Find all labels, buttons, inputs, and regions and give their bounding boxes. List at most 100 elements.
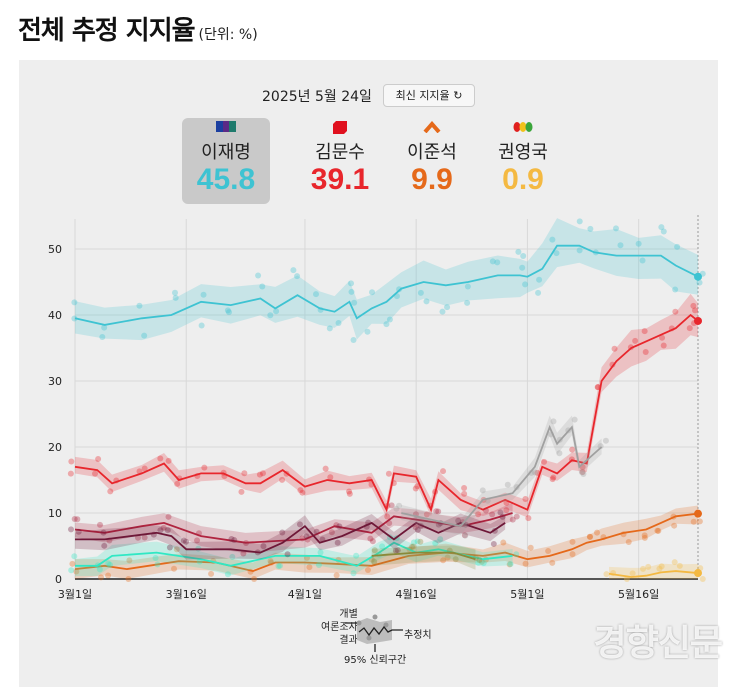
poll-point bbox=[410, 539, 417, 546]
poll-point bbox=[576, 247, 583, 254]
poll-point bbox=[410, 543, 417, 550]
poll-point bbox=[208, 570, 215, 577]
confidence-band bbox=[609, 563, 698, 579]
poll-point bbox=[294, 273, 301, 280]
poll-point bbox=[346, 488, 353, 495]
chevron-up-icon bbox=[423, 121, 441, 133]
poll-point bbox=[515, 248, 522, 255]
poll-point bbox=[676, 562, 683, 569]
poll-point bbox=[350, 337, 357, 344]
poll-point bbox=[550, 474, 557, 481]
x-tick-label: 4월16일 bbox=[396, 587, 437, 601]
poll-point bbox=[392, 547, 399, 554]
candidate-card-kim-moonsoo[interactable]: 김문수 39.1 bbox=[296, 118, 384, 204]
x-tick-label: 5월16일 bbox=[618, 587, 659, 601]
candidate-card-lee-jaemyung[interactable]: 이재명 45.8 bbox=[182, 118, 270, 204]
poll-point bbox=[141, 465, 148, 472]
poll-point bbox=[334, 539, 341, 546]
poll-point bbox=[100, 529, 107, 536]
poll-point bbox=[92, 470, 99, 477]
poll-point bbox=[476, 557, 483, 564]
poll-point bbox=[198, 322, 205, 329]
poll-point bbox=[690, 302, 697, 309]
poll-point bbox=[152, 555, 159, 562]
poll-point bbox=[686, 325, 693, 332]
poll-point bbox=[461, 532, 468, 539]
series-unnamed-4 bbox=[68, 534, 520, 578]
poll-point bbox=[553, 250, 560, 257]
poll-point bbox=[96, 566, 103, 573]
poll-point bbox=[461, 490, 468, 497]
poll-point bbox=[613, 225, 620, 232]
candidate-card-lee-junseok[interactable]: 이준석 9.9 bbox=[388, 118, 476, 204]
poll-point bbox=[587, 533, 594, 540]
poll-point bbox=[346, 490, 353, 497]
poll-point bbox=[642, 349, 649, 356]
poll-point bbox=[251, 576, 258, 582]
poll-point bbox=[549, 476, 556, 483]
legend-estimate: 추정치 bbox=[404, 630, 432, 641]
poll-point bbox=[579, 468, 586, 475]
poll-point bbox=[350, 570, 357, 577]
poll-point bbox=[165, 457, 172, 464]
latest-support-button[interactable]: 최신 지지율 ↻ bbox=[383, 84, 475, 107]
latest-point bbox=[694, 569, 702, 578]
poll-point bbox=[579, 469, 586, 476]
poll-point bbox=[629, 570, 636, 577]
chart-panel bbox=[19, 60, 718, 687]
poll-point bbox=[194, 537, 201, 544]
poll-point bbox=[503, 507, 510, 514]
poll-point bbox=[597, 443, 604, 450]
poll-point bbox=[333, 572, 340, 579]
candidate-card-kwon-youngkook[interactable]: 권영국 0.9 bbox=[479, 118, 567, 204]
poll-point bbox=[522, 560, 529, 567]
poll-point bbox=[160, 524, 167, 531]
y-tick-label: 10 bbox=[48, 507, 62, 520]
poll-point bbox=[586, 533, 593, 540]
poll-point bbox=[464, 299, 471, 306]
poll-point bbox=[569, 446, 576, 453]
poll-point bbox=[71, 299, 78, 306]
poll-point bbox=[173, 546, 180, 553]
poll-point bbox=[259, 283, 266, 290]
poll-point bbox=[267, 312, 274, 319]
page-title: 전체 추정 지지율 (단위: %) bbox=[18, 10, 258, 47]
poll-point bbox=[490, 540, 497, 547]
poll-point bbox=[522, 281, 529, 288]
poll-point bbox=[241, 470, 248, 477]
poll-point bbox=[71, 515, 78, 522]
poll-point bbox=[379, 543, 386, 550]
poll-point bbox=[229, 553, 236, 560]
poll-point bbox=[464, 283, 471, 290]
poll-point bbox=[75, 528, 82, 535]
poll-point bbox=[231, 537, 238, 544]
poll-point bbox=[499, 513, 506, 520]
estimate-line bbox=[75, 541, 513, 567]
poll-point bbox=[99, 333, 106, 340]
poll-point bbox=[696, 279, 703, 286]
estimate-line bbox=[608, 570, 699, 578]
poll-point bbox=[141, 534, 148, 541]
poll-point bbox=[353, 552, 360, 559]
confidence-band bbox=[75, 502, 513, 554]
poll-point bbox=[433, 508, 440, 515]
poll-point bbox=[279, 529, 286, 536]
poll-point bbox=[692, 307, 699, 314]
poll-point bbox=[68, 567, 75, 574]
poll-point bbox=[306, 564, 313, 571]
poll-point bbox=[439, 308, 446, 315]
poll-point bbox=[549, 559, 556, 566]
poll-point bbox=[444, 304, 451, 311]
poll-point bbox=[279, 476, 286, 483]
poll-point bbox=[444, 554, 451, 561]
poll-point bbox=[275, 563, 282, 570]
candidate-value: 9.9 bbox=[411, 163, 453, 196]
poll-point bbox=[69, 560, 76, 567]
poll-point bbox=[423, 298, 430, 305]
poll-point bbox=[201, 464, 208, 471]
series-unnamed-8 bbox=[393, 415, 609, 539]
poll-point bbox=[200, 291, 207, 298]
poll-point bbox=[641, 534, 648, 541]
poll-point bbox=[256, 471, 263, 478]
poll-point bbox=[480, 560, 487, 567]
